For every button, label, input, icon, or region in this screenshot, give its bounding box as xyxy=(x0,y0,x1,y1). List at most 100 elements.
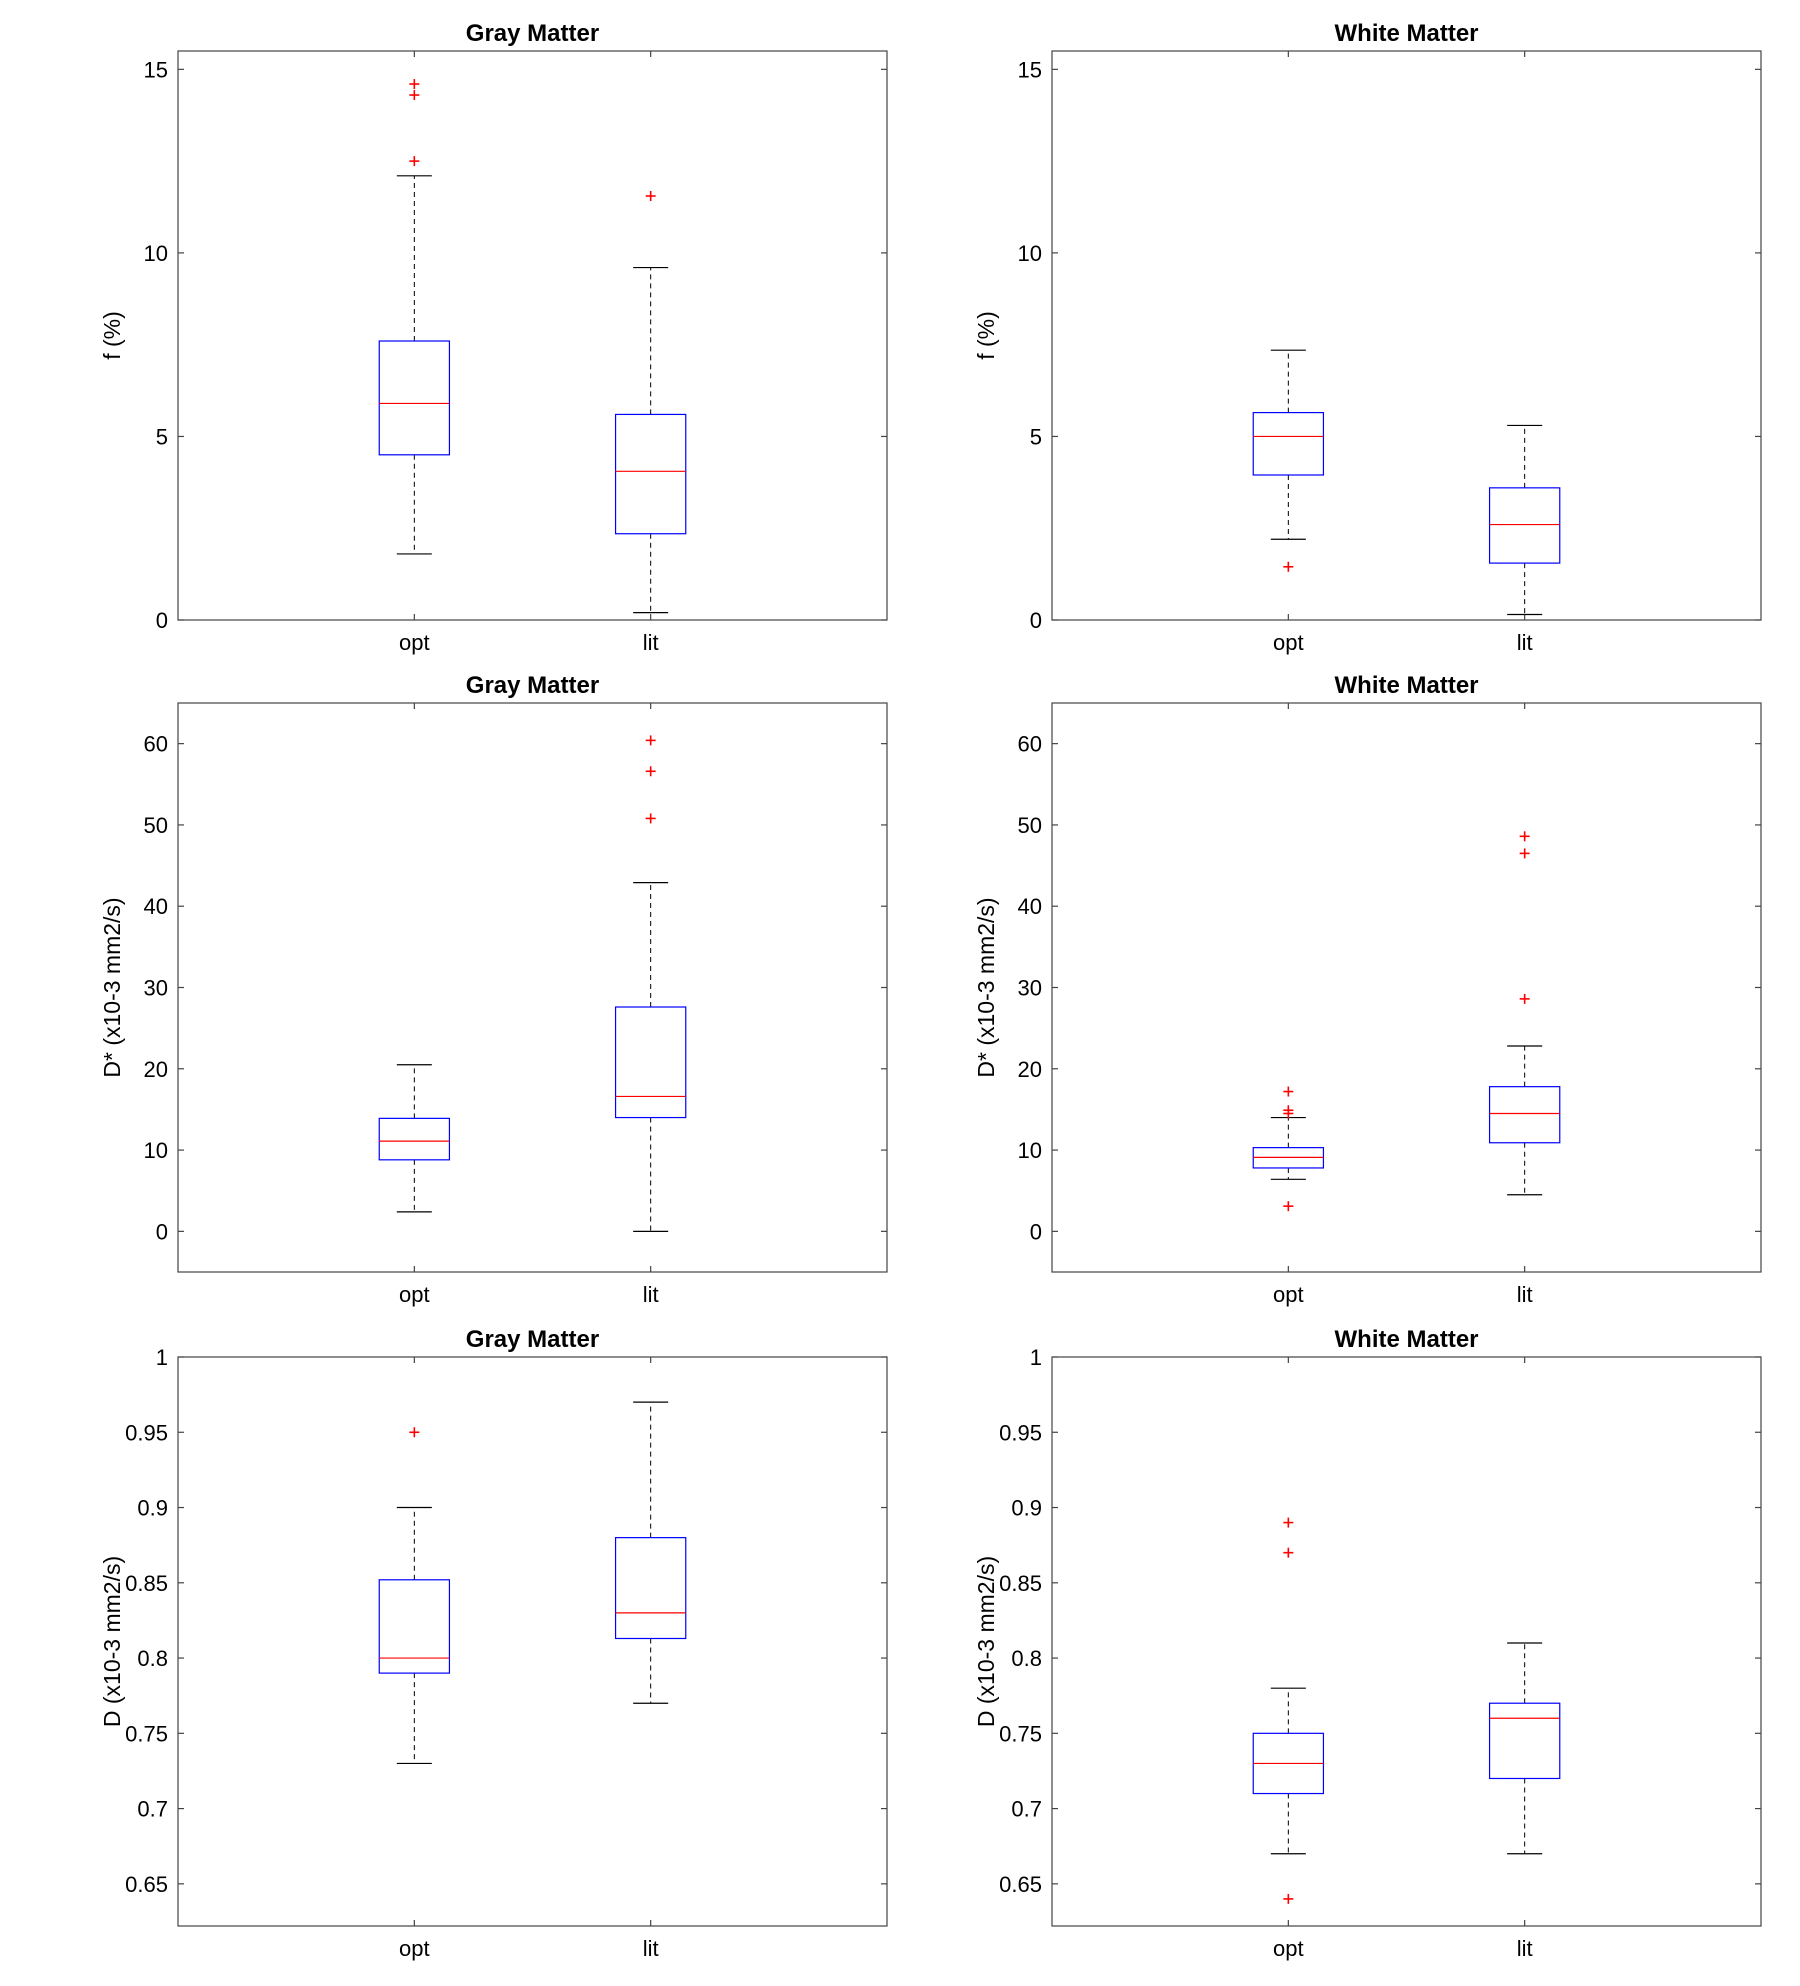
y-tick-label: 0.65 xyxy=(999,1872,1042,1897)
outlier-marker xyxy=(1519,993,1530,1004)
x-tick-label-lit: lit xyxy=(643,630,659,655)
x-tick-label-lit: lit xyxy=(1517,1282,1533,1307)
y-tick-label: 0 xyxy=(1030,608,1042,633)
iqr-box xyxy=(378,1579,451,1674)
box-opt xyxy=(1252,1086,1325,1212)
outlier-marker xyxy=(409,1427,420,1438)
box-opt xyxy=(378,1064,451,1213)
chart-title: Gray Matter xyxy=(466,20,599,47)
iqr-box xyxy=(1488,1086,1561,1144)
chart-title: Gray Matter xyxy=(466,672,599,699)
chart-panel-4: White Matter D* (x10-3 mm2/s) 0 10 20 30 40 50 6… xyxy=(973,672,1762,1307)
x-tick-label-lit: lit xyxy=(643,1936,659,1961)
y-tick-label: 0.9 xyxy=(137,1496,168,1521)
y-tick-label: 0.8 xyxy=(1011,1646,1042,1671)
x-tick-label-lit: lit xyxy=(1517,630,1533,655)
y-axis-label: D* (x10-3 mm2/s) xyxy=(973,897,999,1077)
y-tick-label: 15 xyxy=(1018,57,1042,82)
chart-panel-5: Gray Matter D (x10-3 mm2/s) 0.65 0.7 0.75 0.8… xyxy=(99,1326,888,1961)
y-tick-label: 30 xyxy=(1018,976,1042,1001)
outlier-marker xyxy=(1283,1201,1294,1212)
y-tick-label: 10 xyxy=(144,241,168,266)
y-tick-label: 1 xyxy=(156,1345,168,1370)
y-tick-label: 15 xyxy=(144,57,168,82)
outlier-marker xyxy=(645,813,656,824)
y-tick-label: 1 xyxy=(1030,1345,1042,1370)
x-tick-label-opt: opt xyxy=(399,630,430,655)
y-tick-label: 50 xyxy=(1018,813,1042,838)
axes-frame xyxy=(1051,50,1762,621)
iqr-box xyxy=(1488,487,1561,564)
box-lit xyxy=(1488,831,1561,1196)
y-tick-label: 5 xyxy=(156,424,168,449)
axes-frame xyxy=(177,702,888,1273)
y-tick-label: 0 xyxy=(156,1219,168,1244)
x-tick-label-opt: opt xyxy=(1273,1936,1304,1961)
y-tick-label: 0.7 xyxy=(137,1797,168,1822)
iqr-box xyxy=(378,1117,451,1161)
chart-title: White Matter xyxy=(1335,1326,1479,1353)
y-tick-label: 20 xyxy=(144,1057,168,1082)
outlier-marker xyxy=(1283,561,1294,572)
x-tick-label-lit: lit xyxy=(1517,1936,1533,1961)
y-tick-label: 0.9 xyxy=(1011,1496,1042,1521)
y-tick-label: 0.65 xyxy=(125,1872,168,1897)
box-lit xyxy=(614,191,687,614)
y-tick-label: 0.8 xyxy=(137,1646,168,1671)
chart-title: White Matter xyxy=(1335,672,1479,699)
outlier-marker xyxy=(1283,1547,1294,1558)
box-lit xyxy=(614,735,687,1232)
x-tick-label-opt: opt xyxy=(399,1282,430,1307)
outlier-marker xyxy=(1519,831,1530,842)
outlier-marker xyxy=(645,735,656,746)
iqr-box xyxy=(614,413,687,535)
outlier-marker xyxy=(409,79,420,90)
y-tick-label: 30 xyxy=(144,976,168,1001)
outlier-marker xyxy=(1283,1893,1294,1904)
y-tick-label: 10 xyxy=(144,1138,168,1163)
chart-panel-2: White Matter f (%) 0 5 10 15 opt lit xyxy=(973,20,1762,655)
x-tick-label-opt: opt xyxy=(399,1936,430,1961)
y-tick-label: 0 xyxy=(1030,1219,1042,1244)
y-tick-label: 60 xyxy=(144,732,168,757)
y-axis-label: D (x10-3 mm2/s) xyxy=(973,1556,999,1727)
x-tick-label-opt: opt xyxy=(1273,1282,1304,1307)
outlier-marker xyxy=(409,90,420,101)
y-tick-label: 0.95 xyxy=(999,1420,1042,1445)
iqr-box xyxy=(614,1537,687,1640)
y-tick-label: 50 xyxy=(144,813,168,838)
outlier-marker xyxy=(1283,1105,1294,1116)
box-lit xyxy=(614,1401,687,1704)
chart-panel-1: Gray Matter f (%) 0 5 10 15 opt lit xyxy=(99,20,888,655)
y-tick-label: 0 xyxy=(156,608,168,633)
box-lit xyxy=(1488,424,1561,616)
y-tick-label: 0.95 xyxy=(125,1420,168,1445)
axes-frame xyxy=(177,1356,888,1927)
outlier-marker xyxy=(645,766,656,777)
box-lit xyxy=(1488,1642,1561,1855)
chart-panel-3: Gray Matter D* (x10-3 mm2/s) 0 10 20 30 40 50 60… xyxy=(99,672,888,1307)
y-tick-label: 0.85 xyxy=(125,1571,168,1596)
outlier-marker xyxy=(1283,1086,1294,1097)
axes-frame xyxy=(1051,1356,1762,1927)
outlier-marker xyxy=(1283,1517,1294,1528)
y-tick-label: 10 xyxy=(1018,1138,1042,1163)
iqr-box xyxy=(1488,1702,1561,1780)
y-tick-label: 0.7 xyxy=(1011,1797,1042,1822)
iqr-box xyxy=(378,340,451,456)
axes-frame xyxy=(1051,702,1762,1273)
iqr-box xyxy=(1252,411,1325,476)
x-tick-label-lit: lit xyxy=(643,1282,659,1307)
box-opt xyxy=(1252,1517,1325,1904)
y-axis-label: D (x10-3 mm2/s) xyxy=(99,1556,125,1727)
outlier-marker xyxy=(409,156,420,167)
y-tick-label: 60 xyxy=(1018,732,1042,757)
y-axis-label: D* (x10-3 mm2/s) xyxy=(99,897,125,1077)
y-tick-label: 40 xyxy=(1018,894,1042,919)
chart-panel-6: White Matter D (x10-3 mm2/s) 0.65 0.7 0.75 0.… xyxy=(973,1326,1762,1961)
x-tick-label-opt: opt xyxy=(1273,630,1304,655)
chart-title: White Matter xyxy=(1335,20,1479,47)
y-tick-label: 40 xyxy=(144,894,168,919)
y-axis-label: f (%) xyxy=(973,311,999,360)
